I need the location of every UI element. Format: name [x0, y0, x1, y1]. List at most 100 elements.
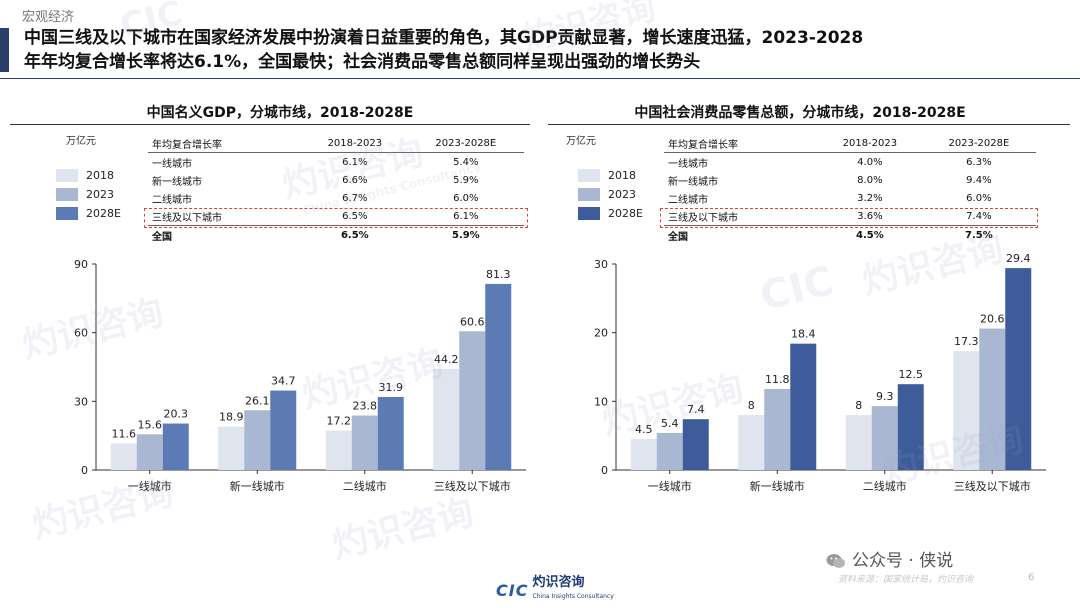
legend-swatch	[578, 188, 600, 201]
right-chart-title: 中国社会消费品零售总额，分城市线，2018-2028E	[634, 105, 966, 121]
cagr-total-value: 7.5%	[921, 225, 1036, 244]
legend-swatch	[56, 169, 78, 182]
cic-logo-en: China Insights Consultancy	[532, 593, 614, 600]
y-tick-label: 0	[81, 464, 88, 477]
legend-swatch	[56, 188, 78, 201]
bar	[764, 388, 791, 470]
legend-item: 2023	[56, 185, 121, 204]
legend-swatch	[578, 207, 600, 220]
cagr-value: 8.0%	[857, 174, 883, 186]
bar-value-label: 12.5	[899, 368, 924, 381]
cagr-value: 3.2%	[857, 192, 883, 204]
bar	[218, 426, 245, 470]
left-legend: 2018 2023 2028E	[56, 166, 121, 223]
wechat-text: 公众号 · 侠说	[852, 551, 954, 571]
bar	[953, 351, 980, 470]
bar	[871, 406, 898, 470]
bar-value-label: 34.7	[271, 375, 296, 388]
cic-logo-text: 灼识咨询 China Insights Consultancy	[532, 576, 613, 604]
bar-value-label: 44.2	[434, 353, 459, 366]
legend-swatch	[578, 169, 600, 182]
cagr-value: 5.9%	[453, 174, 479, 186]
bar-value-label: 8	[748, 399, 755, 412]
cagr-value: 6.0%	[966, 192, 992, 204]
legend-item: 2028E	[56, 204, 121, 223]
cagr-value: 6.0%	[453, 192, 479, 204]
cic-logo-cn: 灼识咨询	[532, 575, 585, 590]
bar	[433, 368, 460, 470]
bar-value-label: 11.8	[765, 373, 790, 386]
cagr-total-label: 全国	[664, 225, 818, 244]
cagr-value: 7.4%	[966, 210, 992, 222]
bar-value-label: 20.3	[164, 408, 189, 421]
cagr-value: 6.3%	[966, 156, 992, 168]
y-tick-label: 20	[594, 327, 608, 340]
cagr-total-row: 全国 4.5% 7.5%	[664, 225, 1036, 244]
cagr-row: 新一线城市 6.6% 5.9%	[148, 171, 524, 189]
bar	[162, 423, 189, 470]
cagr-value: 9.4%	[966, 174, 992, 186]
bar-value-label: 20.6	[980, 313, 1005, 326]
legend-swatch	[56, 207, 78, 220]
bar-value-label: 17.3	[954, 335, 979, 348]
cagr-header-label: 年均复合增长率	[148, 134, 302, 153]
bar	[738, 415, 765, 470]
cagr-row: 三线及以下城市 3.6% 7.4%	[664, 207, 1036, 226]
headline-accent-bar	[0, 28, 9, 72]
bar	[136, 434, 163, 470]
cagr-city-tier: 二线城市	[152, 194, 192, 206]
legend-label: 2028E	[86, 207, 121, 220]
bar-value-label: 5.4	[661, 417, 679, 430]
cagr-total-label: 全国	[148, 225, 302, 244]
cagr-value: 6.6%	[342, 174, 368, 186]
bar	[244, 410, 271, 470]
bar	[656, 432, 683, 470]
wechat-icon	[826, 553, 846, 569]
right-cagr-table: 年均复合增长率 2018-2023 2023-2028E 一线城市 4.0% 6…	[664, 134, 1036, 244]
legend-item: 2018	[56, 166, 121, 185]
x-tick-label: 一线城市	[648, 479, 692, 493]
bar	[270, 390, 297, 470]
right-bar-chart: 0 10 20 30 4.5 5.4 7.4 一线城市 8 11.8 18.4 新一线城市 8 9.3 12…	[594, 252, 1046, 493]
bar	[630, 439, 657, 470]
cagr-city-tier: 二线城市	[668, 194, 708, 206]
cagr-city-tier: 三线及以下城市	[152, 212, 222, 224]
cagr-row: 二线城市 6.7% 6.0%	[148, 189, 524, 207]
cagr-header-row: 年均复合增长率 2018-2023 2023-2028E	[148, 134, 524, 153]
bar-value-label: 60.6	[460, 315, 485, 328]
cagr-total-value: 5.9%	[407, 225, 524, 244]
bar	[110, 443, 137, 470]
bar	[377, 396, 404, 470]
x-tick-label: 二线城市	[343, 479, 387, 493]
cagr-header-period-1: 2018-2023	[818, 134, 922, 153]
y-tick-label: 90	[74, 258, 88, 271]
bar-value-label: 4.5	[635, 423, 653, 436]
cagr-header-period-1: 2018-2023	[302, 134, 408, 153]
bar	[459, 331, 486, 470]
footer: CIC 灼识咨询 China Insights Consultancy	[0, 570, 1080, 608]
cagr-row: 新一线城市 8.0% 9.4%	[664, 171, 1036, 189]
left-chart-title: 中国名义GDP，分城市线，2018-2028E	[146, 105, 414, 121]
headline: 中国三线及以下城市在国家经济发展中扮演着日益重要的角色，其GDP贡献显著，增长速…	[24, 26, 1064, 74]
bar	[485, 283, 512, 470]
cagr-header-period-2: 2023-2028E	[921, 134, 1036, 153]
x-tick-label: 一线城市	[128, 479, 172, 493]
legend-item: 2023	[578, 185, 643, 204]
cagr-header-period-2: 2023-2028E	[407, 134, 524, 153]
wechat-attribution: 公众号 · 侠说	[826, 546, 953, 571]
y-tick-label: 10	[594, 395, 608, 408]
right-highlight-box	[660, 208, 1038, 228]
headline-line-2: 年年均复合增长率将达6.1%，全国最快；社会消费品零售总额同样呈现出强劲的增长势…	[24, 52, 701, 72]
bar-value-label: 7.4	[687, 403, 705, 416]
right-legend: 2018 2023 2028E	[578, 166, 643, 223]
cagr-city-tier: 一线城市	[668, 158, 708, 170]
section-tag: 宏观经济	[22, 10, 75, 25]
cagr-total-value: 4.5%	[818, 225, 922, 244]
y-tick-label: 30	[594, 258, 608, 271]
cagr-value: 3.6%	[857, 210, 883, 222]
cagr-city-tier: 三线及以下城市	[668, 212, 738, 224]
cagr-header-row: 年均复合增长率 2018-2023 2023-2028E	[664, 134, 1036, 153]
bar	[325, 430, 352, 470]
cic-logo-mark: CIC	[496, 580, 529, 600]
bar-value-label: 18.4	[791, 328, 816, 341]
